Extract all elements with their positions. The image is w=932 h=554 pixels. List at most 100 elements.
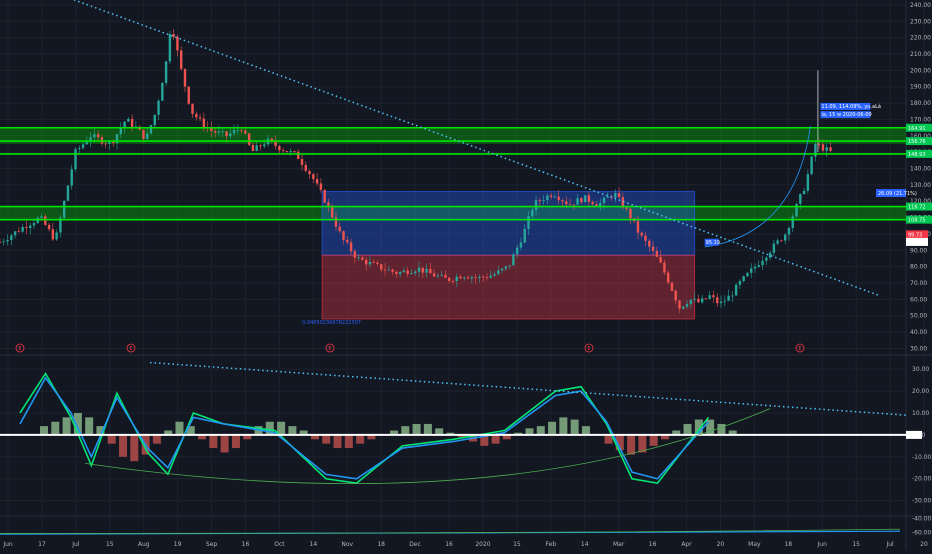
candle bbox=[663, 262, 666, 273]
histogram-bar bbox=[525, 428, 534, 435]
histogram-bar bbox=[333, 434, 342, 449]
levels bbox=[0, 126, 906, 221]
candle bbox=[364, 259, 368, 265]
candle bbox=[806, 174, 810, 191]
histogram-bar bbox=[220, 434, 229, 453]
candle bbox=[17, 231, 21, 233]
note-box bbox=[820, 102, 871, 110]
candle bbox=[81, 144, 85, 149]
candle bbox=[674, 290, 677, 301]
histogram-bar bbox=[728, 430, 737, 435]
candle bbox=[719, 301, 723, 304]
x-tick-label: 15 bbox=[106, 541, 114, 548]
histogram-bar bbox=[152, 434, 161, 444]
macd-arc bbox=[84, 408, 771, 485]
candle bbox=[568, 204, 572, 206]
candle bbox=[96, 134, 100, 138]
histogram-bar bbox=[186, 426, 195, 435]
candle bbox=[761, 260, 764, 266]
range-box bbox=[321, 254, 696, 320]
candle bbox=[342, 231, 345, 240]
candle bbox=[421, 267, 424, 273]
candle bbox=[217, 131, 221, 133]
histogram-bar bbox=[457, 434, 466, 438]
note-text: 11.09, 114.09%, yu.aLá bbox=[821, 103, 881, 110]
histogram-bar bbox=[627, 434, 636, 455]
x-tick-label: Sep bbox=[206, 541, 218, 548]
event-marker bbox=[126, 343, 136, 353]
candle bbox=[546, 195, 549, 201]
histogram-bar bbox=[344, 434, 353, 449]
candle bbox=[829, 147, 832, 151]
candle bbox=[383, 269, 387, 271]
candle bbox=[315, 179, 319, 184]
note-box bbox=[820, 111, 871, 119]
candle bbox=[799, 194, 802, 204]
candle bbox=[47, 224, 51, 230]
trendlines[interactable] bbox=[65, 0, 882, 297]
histogram-bar bbox=[40, 426, 48, 435]
price-tags: 164.91 156.76 148.93 116.72 108.75 E E E E E 99.73… bbox=[15, 102, 932, 439]
candle bbox=[697, 298, 700, 303]
candle bbox=[281, 150, 285, 152]
candle bbox=[21, 227, 24, 232]
macd-panel bbox=[0, 361, 907, 485]
candle bbox=[565, 201, 568, 205]
candle bbox=[259, 145, 262, 147]
histogram-bar bbox=[310, 434, 319, 440]
histogram-bar bbox=[299, 430, 308, 435]
candle bbox=[810, 156, 813, 175]
event-marker-label: E bbox=[18, 346, 21, 352]
y-tick-label: 90.00 bbox=[910, 247, 927, 254]
range-box bbox=[321, 190, 696, 256]
candle bbox=[497, 270, 500, 275]
candle bbox=[784, 234, 787, 241]
candle bbox=[89, 137, 92, 142]
x-tick-label: 20 bbox=[920, 541, 928, 548]
candle bbox=[731, 295, 734, 297]
histogram-bar bbox=[536, 426, 545, 435]
candle bbox=[146, 133, 149, 139]
x-tick-label: Jun bbox=[817, 541, 828, 548]
macd-tick-label: 10.00 bbox=[912, 410, 929, 417]
candle bbox=[127, 118, 130, 122]
candle bbox=[278, 146, 281, 151]
candle bbox=[376, 262, 379, 265]
zero-tag-text: 0.95 bbox=[908, 433, 919, 439]
indicator-tick-label: -60.00 bbox=[912, 530, 932, 537]
y-tick-label: 180.00 bbox=[910, 100, 931, 107]
candle bbox=[817, 143, 821, 145]
candle bbox=[74, 149, 77, 170]
candle bbox=[504, 266, 508, 269]
candle bbox=[195, 113, 198, 118]
candle bbox=[440, 274, 443, 276]
candle bbox=[716, 297, 719, 304]
candle bbox=[689, 299, 693, 305]
x-tick-label: Nov bbox=[341, 541, 353, 548]
candle bbox=[108, 141, 111, 144]
histogram-bar bbox=[288, 426, 297, 435]
candle bbox=[776, 240, 779, 244]
histogram-bar bbox=[96, 426, 105, 435]
candle bbox=[531, 209, 534, 217]
histogram-bar bbox=[277, 421, 286, 435]
candle bbox=[368, 261, 372, 265]
candle bbox=[791, 216, 794, 228]
candle bbox=[78, 148, 81, 150]
candle bbox=[130, 118, 134, 127]
candle bbox=[451, 281, 455, 282]
candle bbox=[561, 200, 564, 202]
candle bbox=[700, 298, 704, 303]
candle bbox=[466, 277, 470, 279]
candle bbox=[557, 196, 560, 201]
candle bbox=[346, 239, 349, 243]
candle bbox=[417, 267, 421, 272]
candle bbox=[595, 204, 598, 207]
x-tick-label: Oct bbox=[274, 541, 285, 548]
y-tick-label: 210.00 bbox=[910, 51, 931, 58]
y-tick-label: 240.00 bbox=[910, 2, 931, 9]
x-tick-label: Aug bbox=[138, 541, 150, 548]
candle bbox=[753, 266, 757, 269]
